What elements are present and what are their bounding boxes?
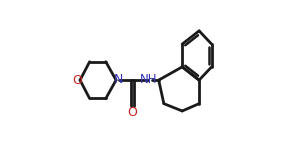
- Text: NH: NH: [140, 73, 158, 86]
- Text: O: O: [72, 74, 82, 87]
- Text: O: O: [127, 106, 137, 118]
- Text: N: N: [113, 73, 123, 86]
